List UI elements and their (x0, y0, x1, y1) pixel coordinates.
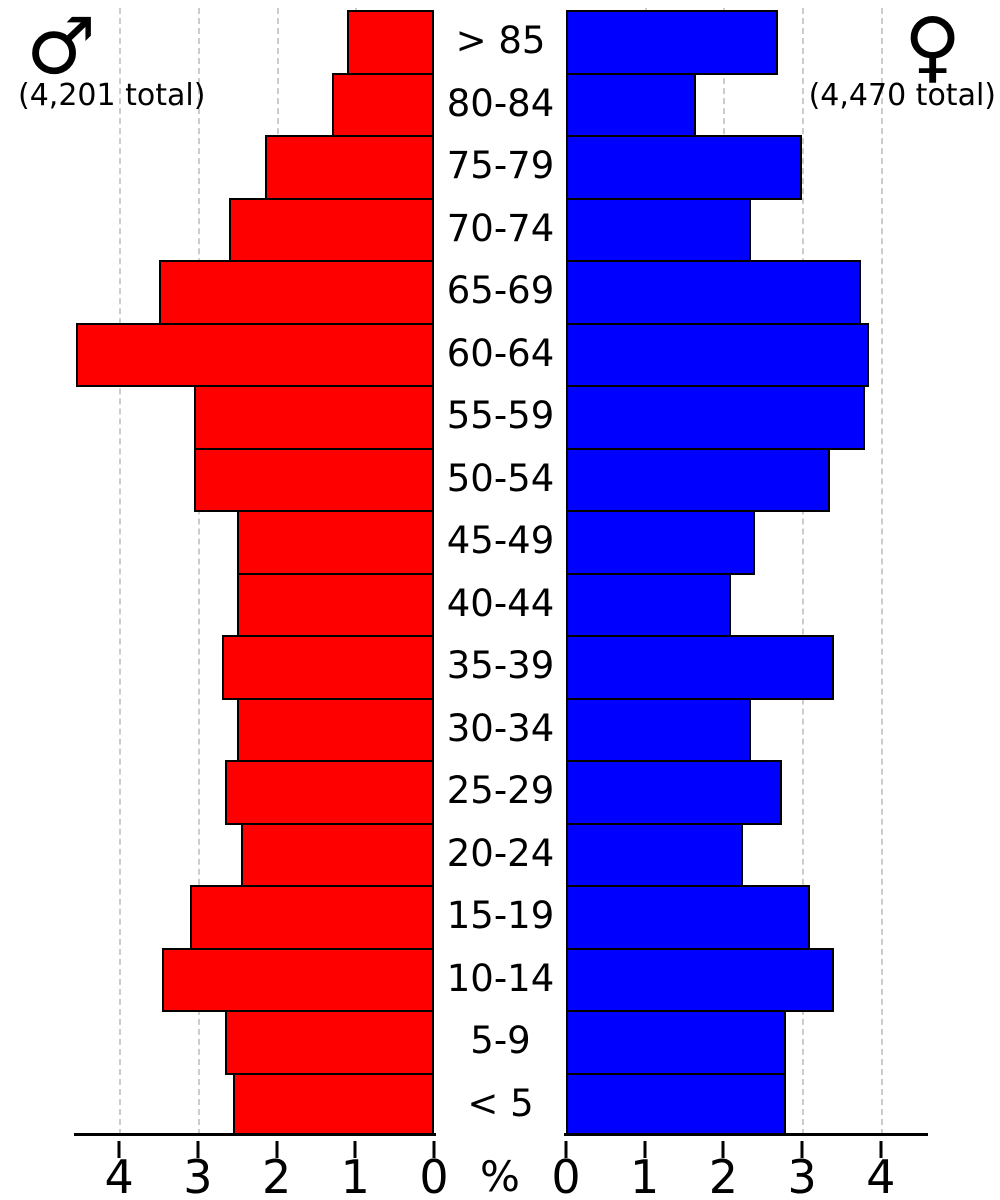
male-bar-14 (190, 885, 434, 950)
female-bar-12 (566, 760, 783, 825)
male-bar-13 (241, 822, 434, 887)
male-bar-17 (233, 1072, 434, 1135)
age-group-label-5: 60-64 (446, 331, 555, 375)
age-group-label-13: 20-24 (446, 831, 555, 875)
male-bar-9 (237, 572, 434, 637)
female-bar-6 (566, 385, 866, 450)
left-tick-4 (117, 1141, 121, 1158)
left-tick-label-3: 3 (183, 1150, 213, 1200)
female-bar-17 (566, 1072, 787, 1135)
female-bar-11 (566, 697, 751, 762)
age-group-label-7: 50-54 (446, 456, 555, 500)
age-group-label-16: 5-9 (470, 1019, 531, 1062)
female-bar-8 (566, 510, 755, 575)
male-total-label: (4,201 total) (18, 78, 206, 113)
right-tick-1 (643, 1141, 647, 1158)
age-group-label-17: < 5 (467, 1081, 534, 1125)
female-bar-10 (566, 635, 834, 700)
male-bar-16 (225, 1010, 434, 1075)
male-bar-4 (158, 260, 434, 325)
male-bar-3 (229, 197, 434, 262)
male-bar-12 (225, 760, 434, 825)
right-tick-2 (721, 1141, 725, 1158)
female-bar-7 (566, 447, 830, 512)
age-group-label-11: 30-34 (446, 706, 555, 750)
female-total-label: (4,470 total) (808, 78, 996, 113)
male-bar-1 (331, 72, 434, 137)
left-gridline-3 (197, 8, 200, 1135)
female-bar-15 (566, 947, 834, 1012)
female-bar-9 (566, 572, 732, 637)
left-tick-3 (196, 1141, 200, 1158)
right-gridline-4 (880, 8, 883, 1135)
female-bar-13 (566, 822, 744, 887)
left-tick-2 (275, 1141, 279, 1158)
female-bar-4 (566, 260, 862, 325)
left-tick-label-4: 4 (104, 1150, 134, 1200)
male-bar-2 (264, 135, 434, 200)
male-bar-11 (237, 697, 434, 762)
age-group-label-8: 45-49 (446, 519, 555, 562)
age-group-label-1: 80-84 (446, 81, 555, 125)
percent-axis-label: % (480, 1152, 520, 1200)
age-group-label-10: 35-39 (446, 644, 555, 687)
age-group-label-12: 25-29 (446, 769, 555, 812)
male-icon: ♂ (26, 2, 96, 92)
left-tick-label-2: 2 (261, 1150, 292, 1200)
age-group-label-15: 10-14 (446, 956, 555, 1000)
age-group-label-6: 55-59 (446, 394, 555, 437)
male-bar-7 (193, 447, 434, 512)
male-bar-6 (193, 385, 434, 450)
left-tick-label-0: 0 (419, 1150, 449, 1200)
right-tick-label-1: 1 (630, 1150, 660, 1200)
female-bar-0 (566, 10, 779, 75)
female-bar-16 (566, 1010, 787, 1075)
male-bar-8 (237, 510, 434, 575)
age-group-label-3: 70-74 (446, 206, 555, 250)
right-tick-label-3: 3 (787, 1150, 817, 1200)
left-tick-label-1: 1 (340, 1150, 370, 1200)
age-group-label-0: > 85 (455, 19, 546, 62)
right-tick-label-2: 2 (708, 1150, 739, 1200)
male-bar-10 (221, 635, 434, 700)
left-x-axis-line (74, 1133, 436, 1136)
right-tick-label-0: 0 (551, 1150, 581, 1200)
female-bar-3 (566, 197, 751, 262)
left-tick-1 (353, 1141, 357, 1158)
male-bar-0 (347, 10, 434, 75)
female-bar-1 (566, 72, 696, 137)
female-bar-5 (566, 322, 869, 387)
right-tick-3 (800, 1141, 804, 1158)
age-group-label-9: 40-44 (446, 581, 555, 625)
age-group-label-14: 15-19 (446, 894, 555, 937)
female-icon: ♀ (904, 2, 962, 92)
right-tick-label-4: 4 (866, 1150, 896, 1200)
female-bar-2 (566, 135, 803, 200)
male-bar-15 (162, 947, 434, 1012)
male-bar-5 (75, 322, 434, 387)
right-tick-4 (879, 1141, 883, 1158)
left-gridline-4 (119, 8, 122, 1135)
left-tick-0 (432, 1141, 436, 1158)
age-group-label-4: 65-69 (446, 269, 555, 312)
age-group-label-2: 75-79 (446, 144, 555, 187)
female-bar-14 (566, 885, 810, 950)
right-gridline-3 (802, 8, 805, 1135)
right-x-axis-line (564, 1133, 928, 1136)
right-tick-0 (564, 1141, 568, 1158)
